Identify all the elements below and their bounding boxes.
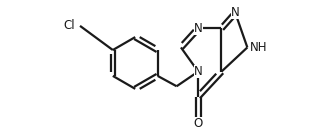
Text: O: O (194, 117, 203, 130)
Text: Cl: Cl (63, 19, 75, 32)
Text: N: N (194, 22, 203, 35)
Text: N: N (194, 65, 203, 78)
Text: NH: NH (250, 41, 267, 54)
Text: N: N (231, 6, 240, 19)
